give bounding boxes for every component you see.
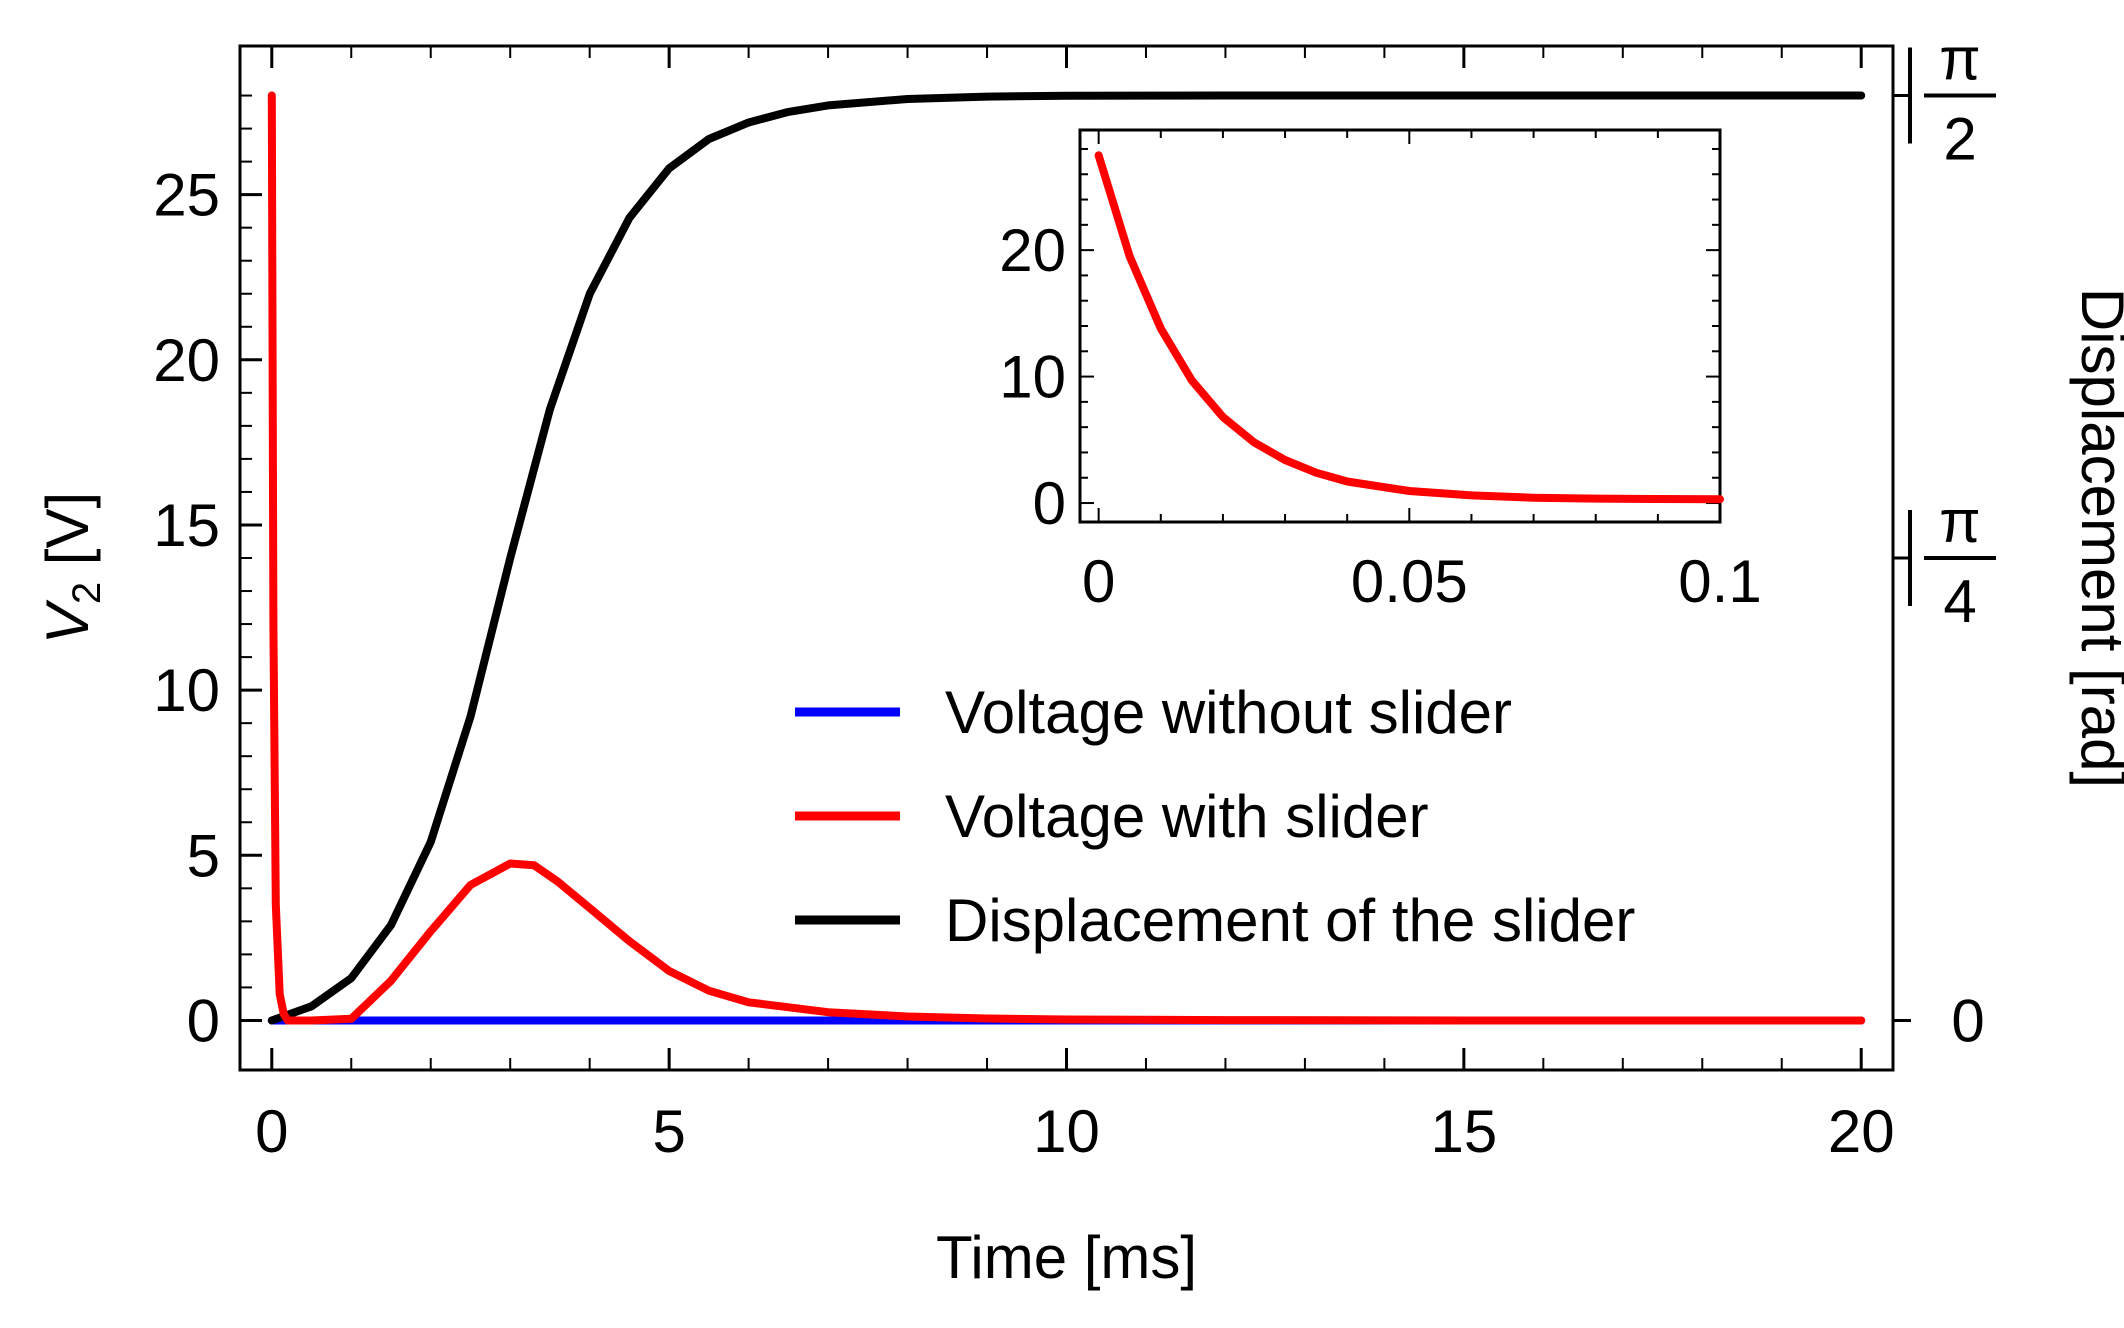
inset-tick-labels: 0 0.05 0.1 0 10 20	[999, 217, 1761, 615]
inset-x-tick-label: 0.05	[1351, 548, 1468, 615]
x-tick-label: 10	[1033, 1098, 1100, 1165]
y-tick-label: 0	[187, 987, 220, 1054]
series-line-1	[267, 91, 1866, 1025]
x-tick-label: 5	[652, 1098, 685, 1165]
y-axis-title-variable: V	[34, 599, 101, 644]
inset-y-tick-label: 0	[1033, 470, 1066, 537]
y-tick-label: 25	[153, 162, 220, 229]
right-axis-tick-numerator: π	[1939, 488, 1980, 555]
main-tick-labels: 0 5 10 15 20 0 5 10 15 20 25	[153, 162, 1894, 1165]
inset-series	[1094, 151, 1724, 504]
right-axis: 0 π 4 π 2	[1893, 26, 1996, 1054]
y-tick-label: 20	[153, 327, 220, 394]
inset-plot: 0 0.05 0.1 0 10 20	[999, 128, 1762, 615]
inset-y-tick-label: 20	[999, 217, 1066, 284]
main-ticks	[240, 46, 1863, 1070]
inset-series-line-0	[1094, 151, 1724, 504]
x-tick-label: 20	[1828, 1098, 1895, 1165]
y-axis-title: V2 [V]	[34, 492, 109, 644]
inset-y-tick-label: 10	[999, 344, 1066, 411]
series-line-2	[267, 91, 1866, 1025]
legend: Voltage without slider Voltage with slide…	[795, 679, 1635, 954]
inset-x-tick-label: 0	[1082, 548, 1115, 615]
legend-label-2: Displacement of the slider	[945, 887, 1635, 954]
y-tick-label: 15	[153, 492, 220, 559]
right-axis-tick-label: 0	[1951, 987, 1984, 1054]
main-plot: 0 5 10 15 20 0 5 10 15 20 25	[153, 44, 1895, 1165]
x-axis-title: Time [ms]	[936, 1224, 1197, 1291]
y-axis-title-unit: [V]	[34, 492, 101, 582]
right-axis-tick-denominator: 4	[1943, 568, 1976, 635]
right-axis-title: Displacement [rad]	[2069, 288, 2124, 788]
y-tick-label: 10	[153, 657, 220, 724]
main-series	[267, 91, 1866, 1025]
legend-label-1: Voltage with slider	[945, 783, 1429, 850]
inset-plot-frame	[1078, 128, 1722, 524]
legend-label-0: Voltage without slider	[945, 679, 1512, 746]
x-tick-label: 0	[255, 1098, 288, 1165]
y-axis-title-subscript: 2	[65, 582, 109, 604]
right-axis-tick-denominator: 2	[1943, 106, 1976, 173]
x-tick-label: 15	[1430, 1098, 1497, 1165]
inset-x-tick-label: 0.1	[1678, 548, 1761, 615]
y-tick-label: 5	[187, 822, 220, 889]
right-axis-tick-numerator: π	[1939, 26, 1980, 93]
